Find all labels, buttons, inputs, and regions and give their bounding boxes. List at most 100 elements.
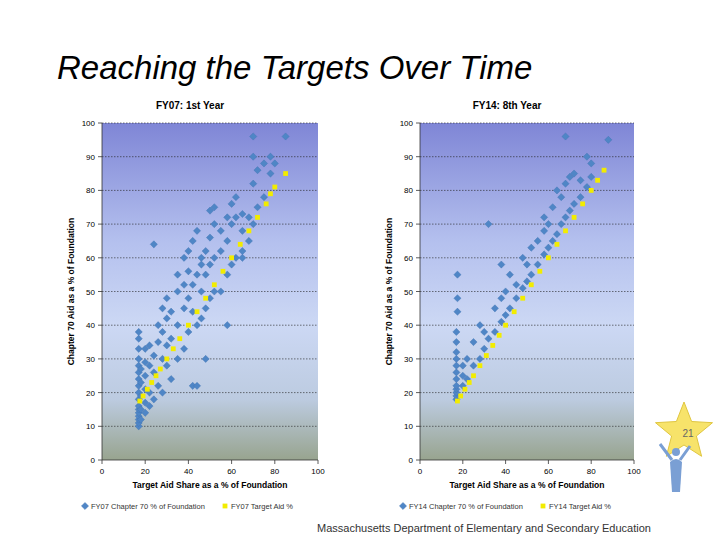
point xyxy=(202,247,209,254)
point xyxy=(195,309,200,314)
point xyxy=(453,338,460,345)
point xyxy=(255,215,260,220)
point xyxy=(467,380,472,385)
point xyxy=(549,204,556,211)
x-tick xyxy=(634,460,635,464)
x-axis-label: Target Aid Share as a % of Foundation xyxy=(450,480,605,490)
point xyxy=(224,214,231,221)
point xyxy=(485,221,492,228)
legend-entry: FY07 Chapter 70 % of Foundation xyxy=(91,502,205,511)
point xyxy=(193,227,200,234)
point xyxy=(520,296,525,301)
slide: Reaching the Targets Over TimeFY07: 1st … xyxy=(0,0,720,540)
y-tick-label: 50 xyxy=(86,288,95,297)
point xyxy=(163,342,170,349)
point xyxy=(478,363,483,368)
point xyxy=(453,355,460,362)
grid-line xyxy=(420,358,634,359)
x-tick xyxy=(231,460,232,464)
point xyxy=(145,387,150,392)
grid-line xyxy=(420,426,634,427)
legend-marker xyxy=(541,504,546,509)
x-tick xyxy=(505,460,506,464)
point xyxy=(563,228,568,233)
point xyxy=(185,328,192,335)
point xyxy=(481,345,488,352)
y-tick xyxy=(416,426,420,427)
point xyxy=(168,308,175,315)
point xyxy=(498,261,505,268)
point xyxy=(529,282,534,287)
point xyxy=(137,416,144,423)
point xyxy=(553,187,560,194)
series xyxy=(137,171,288,403)
y-tick-label: 40 xyxy=(404,321,413,330)
point xyxy=(458,394,463,399)
x-tick-label: 60 xyxy=(544,467,553,476)
y-tick-label: 20 xyxy=(86,389,95,398)
figure-head xyxy=(672,448,680,456)
point xyxy=(250,180,257,187)
point xyxy=(485,335,492,342)
point xyxy=(221,269,226,274)
y-tick-label: 60 xyxy=(86,254,95,263)
point xyxy=(245,214,252,221)
y-tick xyxy=(416,358,420,359)
y-tick xyxy=(98,156,102,157)
point xyxy=(566,207,573,214)
y-tick-label: 100 xyxy=(400,119,414,128)
chart: FY07: 1st Year01020304050607080901000204… xyxy=(66,100,325,511)
y-tick-label: 70 xyxy=(404,220,413,229)
point xyxy=(453,328,460,335)
point xyxy=(163,315,170,322)
point xyxy=(217,288,224,295)
point xyxy=(453,349,460,356)
point xyxy=(142,409,149,416)
point xyxy=(155,322,162,329)
series xyxy=(453,133,612,403)
x-tick-label: 40 xyxy=(501,467,510,476)
point xyxy=(589,188,594,193)
point xyxy=(562,133,569,140)
legend-entry: FY14 Target Aid % xyxy=(549,502,611,511)
grid-line xyxy=(102,257,318,258)
point xyxy=(476,355,483,362)
y-tick-label: 60 xyxy=(404,254,413,263)
point xyxy=(588,173,595,180)
y-tick xyxy=(416,156,420,157)
page-number: 21 xyxy=(682,428,694,439)
point xyxy=(135,328,142,335)
point xyxy=(498,295,505,302)
point xyxy=(198,254,205,261)
y-tick-label: 100 xyxy=(82,119,96,128)
point xyxy=(470,362,477,369)
point xyxy=(454,308,461,315)
marks xyxy=(453,133,612,404)
point xyxy=(250,221,257,228)
point xyxy=(519,285,526,292)
point xyxy=(146,342,153,349)
point xyxy=(481,328,488,335)
point xyxy=(149,380,154,385)
point xyxy=(453,362,460,369)
point xyxy=(141,394,146,399)
x-tick xyxy=(145,460,146,464)
point xyxy=(463,387,468,392)
y-tick xyxy=(416,325,420,326)
point xyxy=(206,234,213,241)
point xyxy=(137,399,142,404)
y-tick xyxy=(98,190,102,191)
point xyxy=(146,402,153,409)
chart: FY14: 8th Year01020304050607080901000204… xyxy=(384,100,641,511)
y-tick-label: 20 xyxy=(404,389,413,398)
point xyxy=(163,362,170,369)
point xyxy=(497,333,502,338)
figure-body xyxy=(670,459,682,492)
point xyxy=(470,338,477,345)
grid-line xyxy=(420,156,634,157)
point xyxy=(206,261,213,268)
grid-line xyxy=(102,190,318,191)
point xyxy=(577,194,584,201)
point xyxy=(185,268,192,275)
point xyxy=(282,133,289,140)
